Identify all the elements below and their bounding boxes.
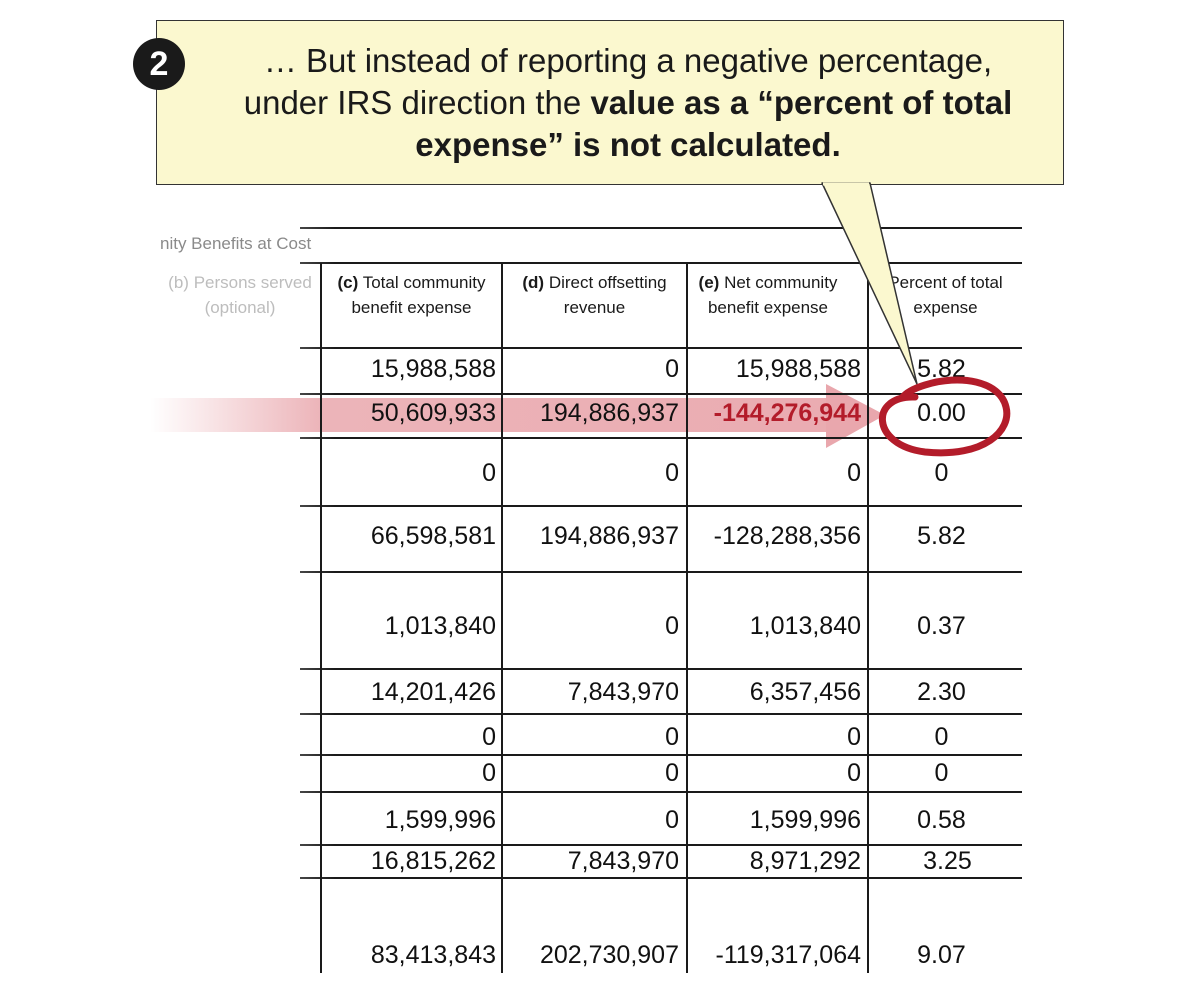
cell-offset-revenue: 202,730,907 — [539, 941, 679, 969]
cell-percent: 5.82 — [917, 355, 966, 383]
rule-row — [300, 668, 1022, 670]
rule-row — [300, 571, 1022, 573]
cell-total-expense: 1,599,996 — [384, 806, 496, 834]
cell-net-expense: -128,288,356 — [713, 522, 861, 550]
rule-row — [300, 877, 1022, 879]
cell-offset-revenue: 7,843,970 — [567, 678, 679, 706]
header-col-b: (b) Persons served (optional) — [168, 273, 312, 317]
cell-net-expense: -119,317,064 — [715, 941, 862, 969]
step-badge: 2 — [133, 38, 185, 90]
rule-row — [300, 844, 1022, 846]
cell-total-expense: 50,609,933 — [370, 399, 496, 427]
cell-total-expense: 66,598,581 — [370, 522, 496, 550]
cell-total-expense: 14,201,426 — [370, 678, 496, 706]
header-col-f: Percent of total expense — [888, 273, 1003, 317]
cell-offset-revenue: 0 — [665, 759, 679, 787]
cell-total-expense: 15,988,588 — [370, 355, 496, 383]
cell-offset-revenue: 0 — [665, 612, 679, 640]
rule-under-title — [300, 262, 1022, 264]
cell-percent-zero: 0.00 — [917, 399, 966, 427]
cell-net-expense: 0 — [847, 723, 861, 751]
cell-total-expense: 16,815,262 — [370, 847, 496, 875]
rule-row — [300, 713, 1022, 715]
header-col-d: (d) Direct offsetting revenue — [522, 273, 667, 317]
cell-offset-revenue: 0 — [665, 459, 679, 487]
cell-percent: 3.25 — [923, 847, 972, 875]
col-divider-e — [686, 263, 688, 973]
cell-total-expense: 0 — [482, 723, 496, 751]
rule-row — [300, 437, 1022, 439]
cell-percent: 5.82 — [917, 522, 966, 550]
cell-net-expense-negative: -144,276,944 — [713, 399, 861, 427]
cell-net-expense: 6,357,456 — [749, 678, 861, 706]
rule-row — [300, 393, 1022, 395]
rule-top — [300, 227, 1022, 229]
cell-net-expense: 1,599,996 — [749, 806, 861, 834]
header-col-e: (e) Net community benefit expense — [698, 273, 838, 317]
cell-offset-revenue: 194,886,937 — [539, 522, 679, 550]
rule-row — [300, 347, 1022, 349]
section-title: nity Benefits at Cost — [160, 234, 312, 253]
rule-row — [300, 791, 1022, 793]
cell-offset-revenue: 0 — [665, 355, 679, 383]
cell-percent: 0 — [934, 723, 949, 751]
cell-net-expense: 0 — [847, 459, 861, 487]
cell-net-expense: 15,988,588 — [735, 355, 861, 383]
cell-net-expense: 1,013,840 — [749, 612, 861, 640]
cell-net-expense: 8,971,292 — [749, 847, 861, 875]
cell-offset-revenue: 0 — [665, 723, 679, 751]
header-col-c: (c) Total community benefit expense — [337, 273, 486, 317]
cell-percent: 0.58 — [917, 806, 966, 834]
cell-percent: 0.37 — [917, 612, 966, 640]
col-divider-f — [867, 263, 869, 973]
cell-percent: 0 — [934, 459, 949, 487]
cell-total-expense: 0 — [482, 759, 496, 787]
rule-row — [300, 754, 1022, 756]
callout-text: … But instead of reporting a negative pe… — [243, 42, 1013, 163]
callout-box — [156, 20, 1064, 185]
col-divider-d — [501, 263, 503, 973]
cell-offset-revenue: 0 — [665, 806, 679, 834]
cell-total-expense: 0 — [482, 459, 496, 487]
cell-percent: 2.30 — [917, 678, 966, 706]
cell-offset-revenue: 7,843,970 — [567, 847, 679, 875]
cell-total-expense: 1,013,840 — [384, 612, 496, 640]
cell-percent: 0 — [934, 759, 949, 787]
cell-offset-revenue: 194,886,937 — [539, 399, 679, 427]
cell-net-expense: 0 — [847, 759, 861, 787]
cell-percent: 9.07 — [917, 941, 966, 969]
rule-row — [300, 505, 1022, 507]
cell-total-expense: 83,413,843 — [370, 941, 496, 969]
col-divider-c — [320, 263, 322, 973]
